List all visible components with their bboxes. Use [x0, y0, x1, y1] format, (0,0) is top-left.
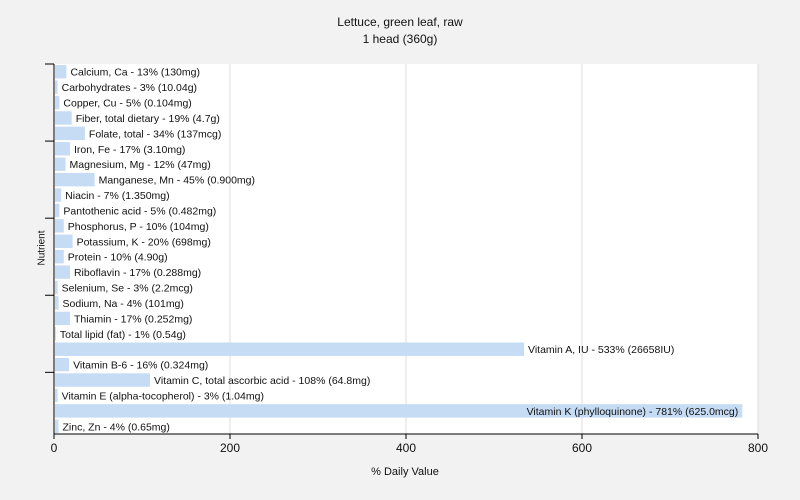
bar-label: Vitamin K (phylloquinone) - 781% (625.0m… — [527, 406, 739, 418]
bar — [55, 188, 62, 202]
bar — [55, 203, 60, 218]
bar — [55, 172, 95, 187]
bar — [55, 311, 70, 326]
bar-label: Folate, total - 34% (137mcg) — [89, 128, 221, 140]
x-tick-label: 600 — [572, 441, 592, 455]
bar — [55, 80, 58, 94]
bar — [55, 126, 85, 141]
bar — [55, 219, 64, 233]
x-tick-label: 800 — [748, 441, 768, 455]
bar-label: Selenium, Se - 3% (2.2mcg) — [62, 283, 193, 295]
bar-label: Zinc, Zn - 4% (0.65mg) — [63, 421, 170, 433]
bar-label: Phosphorus, P - 10% (104mg) — [68, 221, 209, 233]
chart-subtitle: 1 head (360g) — [362, 32, 438, 46]
bar-label: Thiamin - 17% (0.252mg) — [74, 313, 192, 325]
bar — [55, 357, 70, 372]
bar — [55, 65, 67, 79]
bar-label: Sodium, Na - 4% (101mg) — [63, 298, 184, 310]
bar — [55, 265, 70, 279]
bar-label: Magnesium, Mg - 12% (47mg) — [70, 159, 211, 171]
bar — [55, 250, 64, 264]
bar — [55, 388, 58, 403]
bar-label: Potassium, K - 20% (698mg) — [77, 236, 211, 248]
bar-label: Iron, Fe - 17% (3.10mg) — [74, 144, 185, 156]
chart-title: Lettuce, green leaf, raw — [337, 15, 463, 29]
bar — [55, 95, 60, 110]
bar-label: Calcium, Ca - 13% (130mg) — [70, 67, 200, 79]
bar-label: Riboflavin - 17% (0.288mg) — [74, 267, 201, 279]
bar-label: Pantothenic acid - 5% (0.482mg) — [63, 205, 216, 217]
bar — [55, 342, 525, 356]
bar — [55, 111, 72, 125]
bar — [55, 419, 59, 433]
bar — [55, 404, 743, 418]
x-tick-label: 400 — [396, 441, 416, 455]
bar-label: Copper, Cu - 5% (0.104mg) — [63, 98, 191, 110]
x-axis-label: % Daily Value — [371, 466, 439, 478]
bar-label: Vitamin C, total ascorbic acid - 108% (6… — [154, 375, 370, 387]
bar-label: Vitamin B-6 - 16% (0.324mg) — [73, 360, 208, 372]
bar-label: Niacin - 7% (1.350mg) — [65, 190, 169, 202]
bar-label: Manganese, Mn - 45% (0.900mg) — [99, 175, 255, 187]
bar-label: Protein - 10% (4.90g) — [68, 252, 168, 264]
bar-label: Vitamin A, IU - 533% (26658IU) — [528, 344, 674, 356]
x-tick-label: 200 — [220, 441, 240, 455]
bar-label: Total lipid (fat) - 1% (0.54g) — [60, 329, 186, 341]
bar — [55, 234, 73, 248]
x-tick-label: 0 — [51, 441, 58, 455]
bar — [55, 157, 66, 171]
bar — [55, 327, 56, 341]
bar-label: Vitamin E (alpha-tocopherol) - 3% (1.04m… — [62, 390, 264, 402]
bar — [55, 280, 58, 295]
bar — [55, 142, 70, 156]
bar — [55, 296, 59, 310]
bar-label: Fiber, total dietary - 19% (4.7g) — [76, 113, 220, 125]
bar — [55, 373, 151, 387]
bar-label: Carbohydrates - 3% (10.04g) — [62, 82, 197, 94]
